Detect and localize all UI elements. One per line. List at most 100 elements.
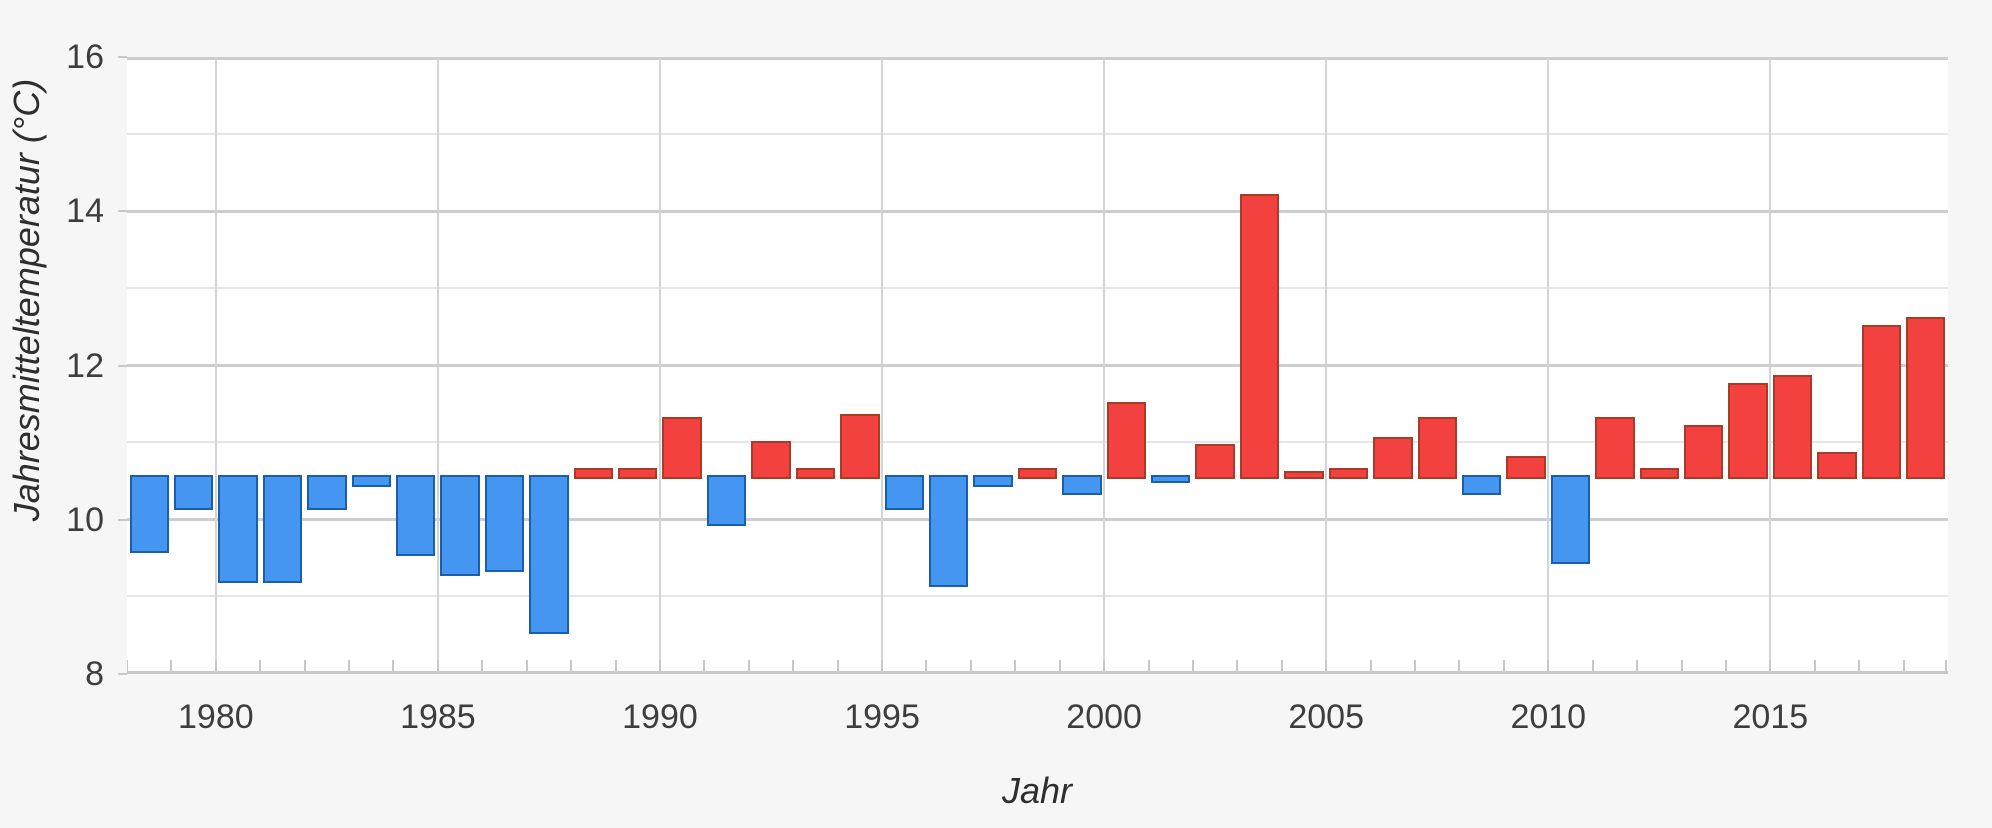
bar-2018[interactable] — [1906, 317, 1946, 480]
x-gridline-1990 — [658, 57, 661, 674]
bar-2010[interactable] — [1550, 475, 1591, 565]
y-tick-label-8: 8 — [85, 655, 104, 693]
x-tick-1993 — [792, 660, 795, 671]
y-tick-label-10: 10 — [66, 500, 104, 539]
x-tick-1982 — [303, 660, 306, 671]
bar-2015[interactable] — [1772, 375, 1813, 480]
x-tick-2018 — [1902, 660, 1905, 671]
y-gridline-12 — [127, 364, 1948, 367]
y-gridline-11 — [127, 441, 1948, 444]
bar-2011[interactable] — [1595, 417, 1635, 480]
bar-2017[interactable] — [1861, 324, 1902, 480]
x-tick-1983 — [348, 660, 351, 671]
bar-2008[interactable] — [1461, 475, 1502, 495]
x-tick-2006 — [1369, 660, 1372, 671]
bar-1992[interactable] — [751, 440, 791, 480]
x-tick-1978 — [127, 660, 128, 671]
plot-area — [127, 57, 1948, 674]
x-tick-1994 — [836, 660, 839, 671]
x-gridline-1980 — [214, 57, 217, 674]
bar-1984[interactable] — [395, 475, 436, 557]
x-tick-2019 — [1945, 660, 1947, 671]
x-tick-label-2015: 2015 — [1732, 698, 1809, 736]
bar-2000[interactable] — [1106, 402, 1147, 480]
bar-2004[interactable] — [1284, 471, 1324, 480]
x-tick-1990 — [658, 660, 661, 671]
bar-1989[interactable] — [618, 467, 658, 480]
x-tick-label-2010: 2010 — [1510, 698, 1587, 736]
bar-2014[interactable] — [1728, 382, 1768, 480]
x-tick-2017 — [1858, 660, 1861, 671]
x-axis-line — [127, 671, 1948, 674]
x-gridline-2010 — [1547, 57, 1550, 674]
x-tick-1995 — [881, 660, 884, 671]
bar-2001[interactable] — [1151, 475, 1191, 484]
y-gridline-10 — [127, 518, 1948, 522]
x-gridline-1995 — [881, 57, 884, 674]
x-tick-2005 — [1325, 660, 1328, 671]
bar-1995[interactable] — [884, 475, 924, 511]
bar-2006[interactable] — [1373, 436, 1413, 480]
bar-1983[interactable] — [351, 475, 391, 488]
bar-2016[interactable] — [1817, 452, 1857, 480]
bar-1980[interactable] — [218, 475, 258, 584]
bar-1985[interactable] — [440, 475, 480, 576]
x-tick-2009 — [1502, 660, 1505, 671]
bar-1999[interactable] — [1062, 475, 1102, 495]
bar-2003[interactable] — [1239, 193, 1280, 480]
y-tick-label-12: 12 — [66, 346, 104, 385]
bar-1981[interactable] — [262, 475, 303, 584]
x-gridline-1985 — [436, 57, 439, 674]
bar-1994[interactable] — [840, 413, 880, 480]
x-tick-2014 — [1724, 660, 1727, 671]
x-tick-2000 — [1103, 660, 1106, 671]
x-tick-1991 — [703, 660, 706, 671]
bar-1988[interactable] — [573, 467, 614, 480]
x-tick-1980 — [214, 660, 217, 671]
bar-2002[interactable] — [1195, 444, 1235, 480]
x-tick-1992 — [747, 660, 750, 671]
x-tick-1999 — [1058, 660, 1061, 671]
x-tick-2003 — [1236, 660, 1239, 671]
y-axis-title: Jahresmitteltemperatur (°C) — [6, 78, 47, 522]
bar-1991[interactable] — [706, 475, 747, 526]
bar-1990[interactable] — [662, 417, 702, 480]
x-tick-2002 — [1191, 660, 1194, 671]
x-gridline-2000 — [1103, 57, 1106, 674]
x-tick-2011 — [1591, 660, 1594, 671]
bar-1978[interactable] — [129, 475, 169, 553]
y-outside-tick-16 — [118, 56, 127, 58]
x-tick-2016 — [1813, 660, 1816, 671]
bar-2013[interactable] — [1684, 425, 1724, 480]
bar-1996[interactable] — [928, 475, 969, 588]
x-gridline-2005 — [1325, 57, 1328, 674]
y-outside-tick-8 — [118, 673, 127, 675]
bar-2007[interactable] — [1417, 417, 1457, 480]
x-tick-label-1985: 1985 — [400, 698, 476, 736]
bar-1982[interactable] — [307, 475, 347, 511]
bar-1986[interactable] — [484, 475, 525, 572]
x-tick-2001 — [1147, 660, 1150, 671]
y-gridline-9 — [127, 595, 1948, 598]
bar-1997[interactable] — [973, 475, 1013, 488]
bar-1998[interactable] — [1017, 467, 1058, 480]
bar-1987[interactable] — [529, 475, 569, 634]
x-tick-1986 — [481, 660, 484, 671]
x-tick-1985 — [436, 660, 439, 671]
y-tick-label-16: 16 — [66, 38, 104, 76]
x-tick-label-2000: 2000 — [1066, 698, 1142, 736]
x-tick-1984 — [392, 660, 395, 671]
x-tick-2004 — [1280, 660, 1283, 671]
x-tick-1989 — [614, 660, 617, 671]
x-tick-2010 — [1547, 660, 1550, 671]
bar-2012[interactable] — [1639, 467, 1679, 480]
x-tick-2013 — [1680, 660, 1683, 671]
bar-1993[interactable] — [795, 467, 836, 480]
bar-2005[interactable] — [1328, 467, 1369, 480]
y-outside-tick-14 — [118, 210, 127, 213]
x-tick-1981 — [259, 660, 262, 671]
x-tick-1998 — [1014, 660, 1017, 671]
bar-2009[interactable] — [1506, 456, 1546, 480]
bar-1979[interactable] — [173, 475, 214, 511]
